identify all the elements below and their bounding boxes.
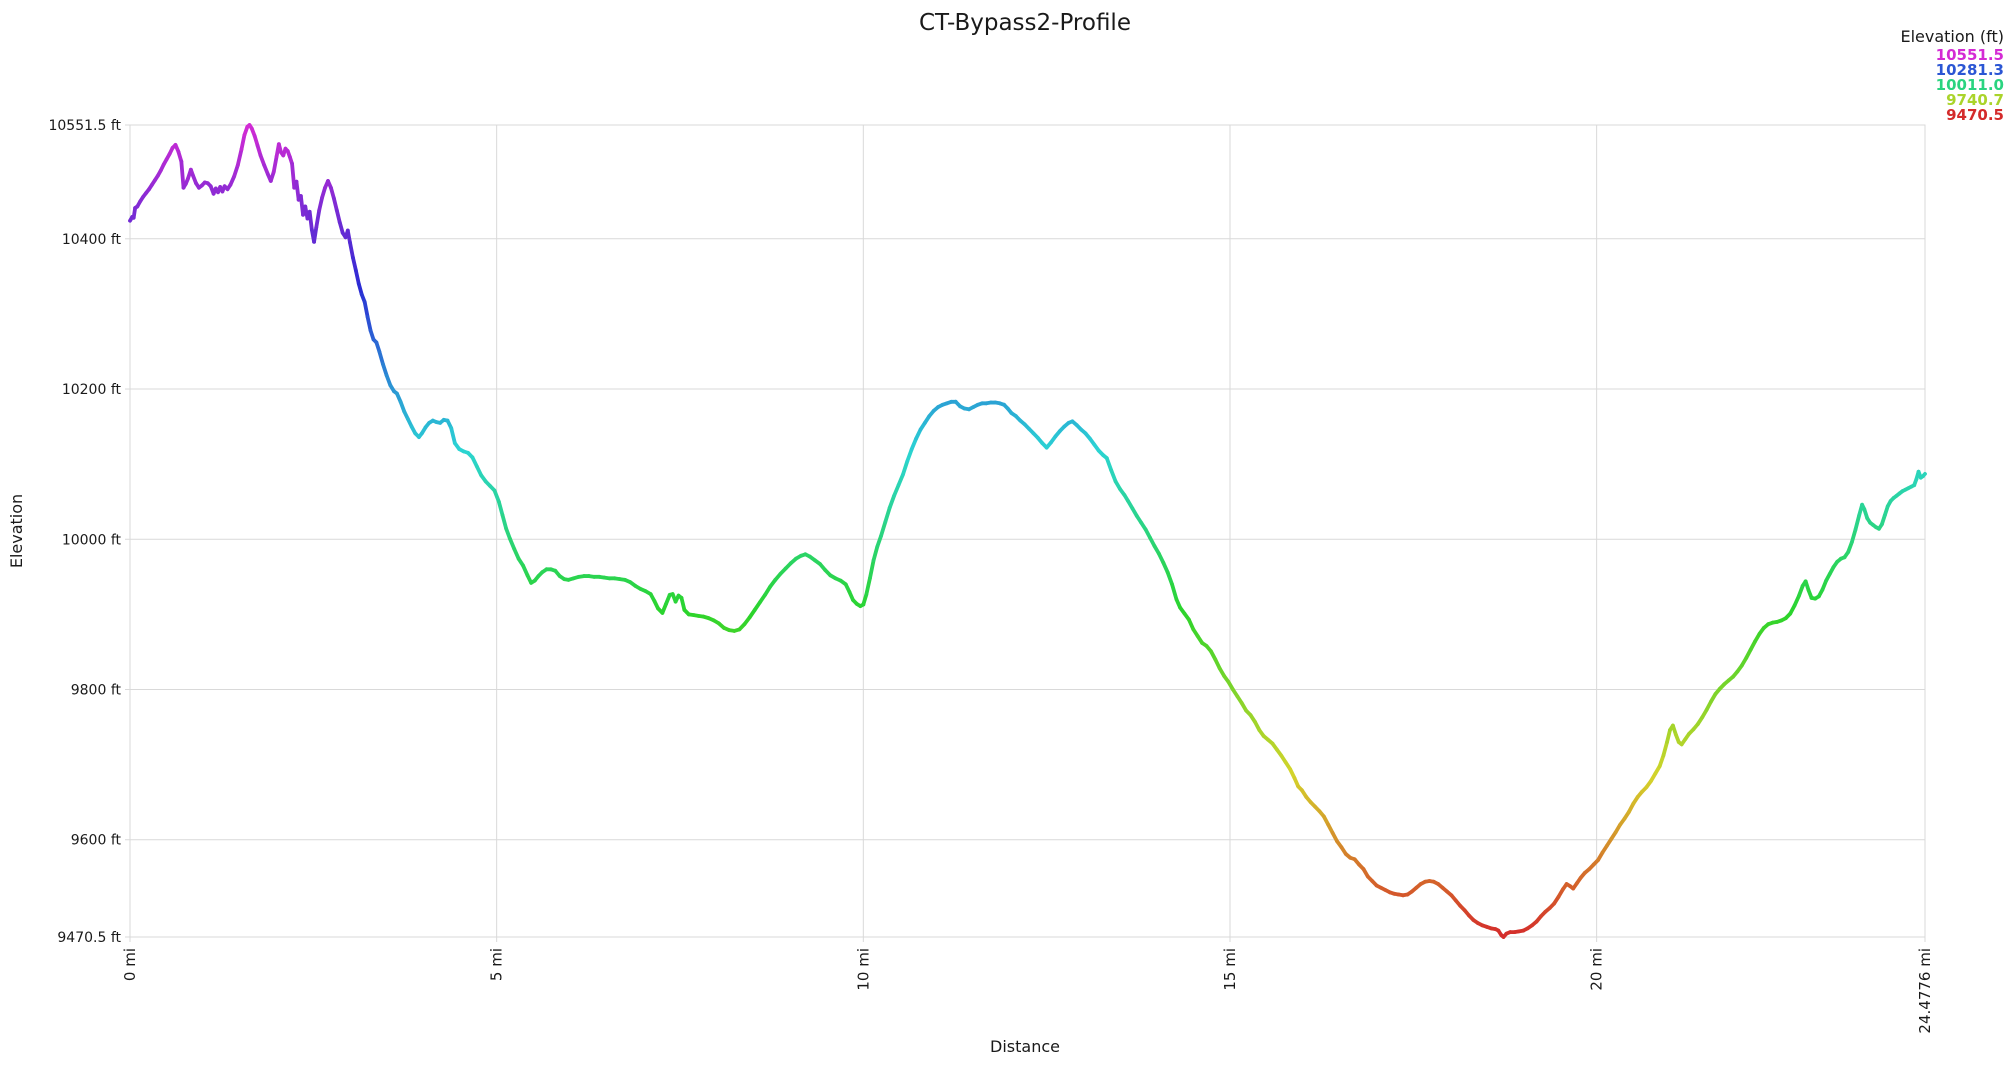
profile-segment <box>868 558 876 581</box>
legend-item-value: 9470.5 <box>1946 106 2004 124</box>
legend-item-value: 10281.3 <box>1936 61 2004 79</box>
plot-border <box>129 124 1926 938</box>
profile-segment <box>232 163 240 179</box>
profile-segment <box>179 159 186 190</box>
legend-item-value: 10011.0 <box>1936 76 2004 94</box>
profile-segment <box>1170 582 1179 602</box>
profile-segment <box>1104 456 1114 473</box>
profile-segment <box>1849 527 1858 545</box>
profile-segment <box>507 536 517 551</box>
profile-segment <box>449 426 457 446</box>
profile-segment <box>312 225 319 244</box>
profile-segment <box>492 488 501 504</box>
profile-segment <box>679 595 687 612</box>
legend-title: Elevation (ft) <box>1900 27 2004 46</box>
profile-segment <box>307 209 314 232</box>
profile-segment <box>271 154 279 174</box>
profile-segment <box>353 268 361 286</box>
profile-segment <box>892 483 901 498</box>
profile-segment <box>314 208 322 230</box>
y-tick-label: 10551.5 ft <box>48 118 121 134</box>
profile-segment <box>864 576 872 597</box>
y-tick-labels: 10551.5 ft 10400 ft 10200 ft 10000 ft 9800 f… <box>48 118 121 946</box>
profile-segment <box>887 493 897 510</box>
x-tick-label: 5 mi <box>488 948 506 981</box>
profile-segment <box>381 362 389 378</box>
x-axis-title: Distance <box>990 1037 1060 1056</box>
profile-segment <box>362 299 370 319</box>
legend-item-value: 10551.5 <box>1936 46 2004 64</box>
profile-segment <box>377 349 385 367</box>
profile-segment <box>331 196 339 213</box>
legend-item-value: 9740.7 <box>1946 91 2004 109</box>
x-tick-label: 24.4776 mi <box>1916 948 1934 1034</box>
x-tick-labels: 0 mi 5 mi 10 mi 15 mi 20 mi 24.4776 mi <box>121 948 1934 1034</box>
profile-segment <box>334 208 342 225</box>
profile-segment <box>879 520 888 539</box>
profile-segment <box>901 459 910 477</box>
x-tick-label: 0 mi <box>121 948 139 981</box>
profile-segment <box>500 513 509 531</box>
x-tick-label: 10 mi <box>854 948 872 991</box>
profile-segment <box>345 228 352 245</box>
y-tick-label: 9600 ft <box>71 833 122 849</box>
profile-segment <box>1853 513 1862 532</box>
y-tick-label: 10000 ft <box>62 532 122 548</box>
gridlines <box>129 124 1926 938</box>
profile-segment <box>905 447 914 464</box>
profile-segment <box>1921 472 1927 479</box>
y-tick-label: 10400 ft <box>62 232 122 248</box>
y-tick-label: 10200 ft <box>62 382 122 398</box>
profile-segment <box>896 472 905 488</box>
profile-segment <box>239 133 247 152</box>
profile-segment <box>317 195 325 213</box>
profile-segment <box>496 499 505 518</box>
y-tick-label: 9800 ft <box>71 682 122 698</box>
x-tick-label: 15 mi <box>1221 948 1239 991</box>
elevation-profile-line <box>128 123 1927 939</box>
profile-segment <box>365 315 373 333</box>
y-axis-title: Elevation <box>7 494 26 568</box>
profile-segment <box>351 255 358 273</box>
x-tick-label: 20 mi <box>1588 948 1606 991</box>
page-title: CT-Bypass2-Profile <box>919 10 1131 36</box>
profile-segment <box>1661 740 1669 758</box>
profile-segment <box>235 147 244 168</box>
y-tick-label: 9470.5 ft <box>57 930 121 946</box>
axis-tick-marks <box>125 124 1926 942</box>
profile-segment <box>348 240 355 260</box>
profile-segment <box>1165 570 1174 587</box>
profile-segment <box>871 544 880 563</box>
profile-segment <box>883 505 892 524</box>
profile-segment <box>1665 728 1672 744</box>
profile-segment <box>1109 468 1118 484</box>
